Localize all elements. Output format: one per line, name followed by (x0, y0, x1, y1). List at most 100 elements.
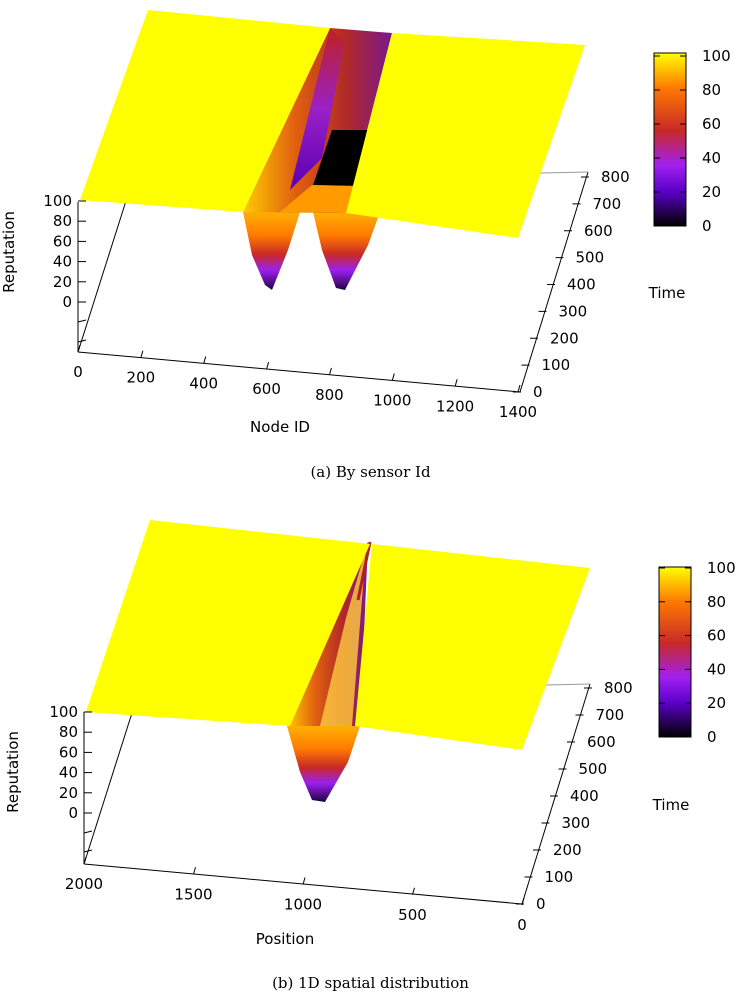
colorbar-tick-label: 40 (702, 149, 721, 167)
drop-region-2 (313, 212, 380, 290)
z-tick-label: 100 (43, 192, 72, 210)
x-axis-label-a: Node ID (250, 418, 310, 436)
gap-wall-left (290, 28, 345, 190)
x-tick-mark (412, 887, 415, 895)
x-tick-label: 600 (252, 380, 281, 398)
colorbar-ticks-b: 0 20 40 60 80 100 (659, 559, 736, 746)
y-tick-label: 700 (596, 706, 625, 724)
z-axis-label-b: Reputation (4, 731, 22, 813)
y-tick-label: 0 (536, 895, 546, 913)
plateau-left-a (80, 10, 330, 212)
caption-a: (a) By sensor Id (310, 463, 431, 481)
y-tick-label: 400 (570, 787, 599, 805)
colorbar-tick-label: 0 (707, 728, 717, 746)
z-tick-label: 60 (53, 232, 72, 250)
colorbar-tick-label: 0 (702, 217, 712, 235)
x-tick-mark (517, 384, 521, 393)
y-tick-label: 300 (559, 302, 588, 320)
x-tick-mark (83, 856, 87, 865)
back-left-edge (77, 181, 133, 353)
z-tick-mark (77, 319, 87, 323)
y-tick-label: 500 (579, 760, 608, 778)
colorbar-tick-label: 60 (707, 627, 726, 645)
x-tick-label: 1500 (174, 885, 212, 903)
y-tick-label: 800 (604, 679, 633, 697)
x-tick-label: 400 (189, 374, 218, 392)
colorbar-tick-label: 80 (707, 593, 726, 611)
x-tick-mark (77, 344, 81, 353)
z-axis-label-a: Reputation (0, 211, 18, 293)
z-tick-label: 80 (53, 212, 72, 230)
drop-region-1 (243, 212, 300, 290)
y-tick-label: 200 (553, 841, 582, 859)
y-tick-label: 100 (545, 868, 574, 886)
colorbar-tick-label: 20 (707, 694, 726, 712)
y-tick-label: 600 (584, 222, 613, 240)
z-tick-label: 100 (49, 703, 78, 721)
x-tick-label: 0 (73, 363, 83, 381)
z-tick-label: 20 (53, 273, 72, 291)
x-tick-label: 800 (315, 386, 344, 404)
y-axis-label-a: Time (648, 284, 686, 302)
gap-band-b (320, 548, 366, 726)
colorbar-tick-label: 100 (707, 559, 736, 577)
x-tick-label: 500 (398, 906, 427, 924)
x-tick-label: 0 (517, 916, 527, 934)
z-tick-mark (77, 339, 87, 343)
chart-panel-b: 0 20 40 60 80 100 2000 1500 1000 500 0 0 100 200 300… (0, 500, 741, 1000)
x-tick-mark (391, 373, 395, 381)
y-axis-label-b: Time (652, 796, 690, 814)
y-tick-label: 500 (576, 249, 605, 267)
x-tick-label: 1000 (284, 896, 322, 914)
x-tick-label: 1000 (373, 392, 411, 410)
x-tick-label: 1400 (499, 403, 537, 421)
y-tick-label: 100 (542, 356, 571, 374)
colorbar-tick-label: 80 (702, 81, 721, 99)
x-tick-label: 200 (127, 369, 156, 387)
y-tick-label: 700 (593, 195, 622, 213)
colorbar-tick-label: 100 (702, 47, 731, 65)
x-axis-line (77, 351, 521, 393)
y-tick-label: 0 (533, 383, 543, 401)
plateau-right-a (346, 33, 585, 238)
y-tick-label: 300 (562, 814, 591, 832)
plateau-right-b (355, 544, 590, 750)
x-tick-mark (203, 356, 207, 364)
y-tick-label: 200 (550, 329, 579, 347)
colorbar-tick-label: 20 (702, 183, 721, 201)
x-tick-label: 2000 (65, 875, 103, 893)
back-left-edge (83, 693, 139, 865)
y-axis-line (521, 683, 591, 905)
colorbar-tick-label: 60 (702, 115, 721, 133)
y-axis-line (519, 171, 589, 393)
x-axis-label-b: Position (256, 930, 314, 948)
z-tick-mark (83, 849, 93, 853)
x-tick-mark (266, 362, 270, 370)
y-ticks-a: 0 100 200 300 400 500 600 700 800 (513, 168, 630, 401)
z-tick-label: 80 (59, 723, 78, 741)
x-tick-mark (193, 867, 196, 875)
z-tick-label: 40 (59, 764, 78, 782)
drop-region-b (287, 726, 360, 802)
colorbar-a (653, 52, 687, 227)
plateau-left-b (86, 520, 370, 726)
x-tick-mark (328, 367, 332, 375)
y-ticks-b: 0 100 200 300 400 500 600 700 800 (516, 679, 633, 913)
y-tick-label: 600 (587, 733, 616, 751)
z-tick-label: 20 (59, 784, 78, 802)
z-ticks-a: 0 20 40 60 80 100 (43, 192, 87, 343)
z-tick-label: 40 (53, 253, 72, 271)
colorbar-ticks-a: 0 20 40 60 80 100 (654, 47, 731, 235)
caption-b: (b) 1D spatial distribution (272, 974, 469, 992)
z-tick-label: 0 (68, 804, 78, 822)
colorbar-b (658, 566, 692, 738)
x-tick-mark (140, 350, 144, 358)
x-tick-label: 1200 (436, 397, 474, 415)
z-tick-mark (83, 830, 93, 834)
chart-panel-a: 0 20 40 60 80 100 0 200 400 600 800 1000 1200 1400 0… (0, 10, 731, 481)
z-tick-label: 0 (62, 293, 72, 311)
z-ticks-b: 0 20 40 60 80 100 (49, 703, 93, 853)
x-ticks-b: 2000 1500 1000 500 0 (65, 856, 527, 934)
